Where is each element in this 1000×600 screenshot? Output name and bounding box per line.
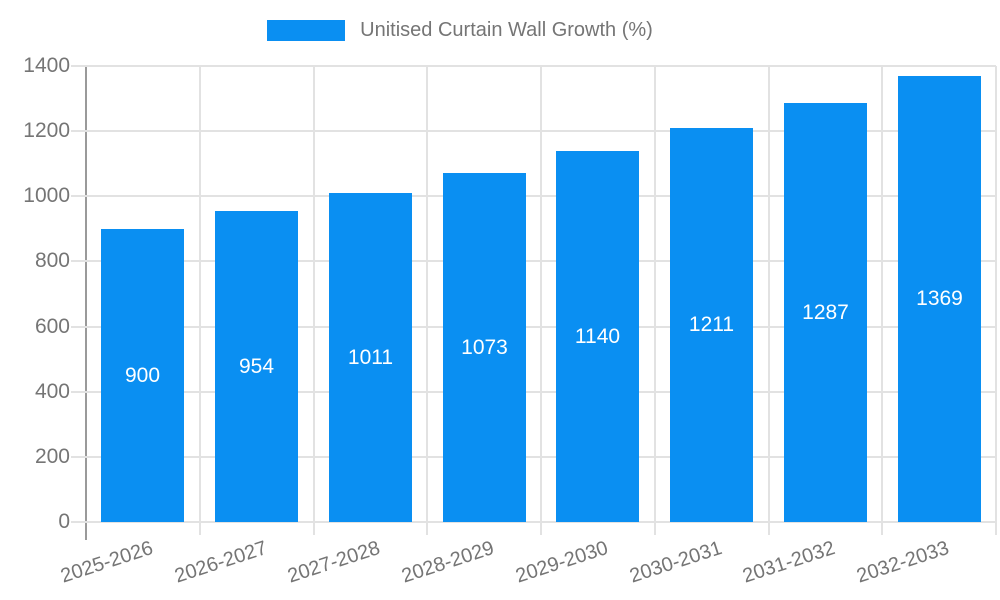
y-axis-tick-label: 400 xyxy=(34,379,70,403)
x-axis-tick-label: 2032-2033 xyxy=(854,537,952,588)
x-axis-tick xyxy=(881,522,884,535)
gridline-vertical xyxy=(881,66,884,522)
bar-value-label: 1211 xyxy=(688,313,735,336)
x-axis-tick-label: 2030-2031 xyxy=(627,537,725,588)
x-axis-tick xyxy=(767,522,770,535)
x-axis-tick xyxy=(995,522,997,535)
x-axis-tick xyxy=(653,522,656,535)
y-axis-tick-label: 1000 xyxy=(23,184,70,208)
bar-value-label: 1073 xyxy=(461,335,508,359)
bar-value-label: 1011 xyxy=(347,345,394,369)
bar: 900 xyxy=(101,229,184,522)
x-axis-tick xyxy=(198,522,201,535)
bar-value-label: 954 xyxy=(238,354,275,378)
x-axis-tick-label: 2029-2030 xyxy=(513,537,611,588)
gridline-vertical xyxy=(653,66,656,522)
bar-value-label: 900 xyxy=(124,363,161,387)
y-axis-line xyxy=(85,66,87,540)
y-axis-tick-label: 1200 xyxy=(23,119,70,143)
bar: 1073 xyxy=(443,173,526,522)
bar-value-label: 1287 xyxy=(802,300,849,324)
y-axis-tick xyxy=(71,260,86,263)
x-axis-tick-label: 2031-2032 xyxy=(740,537,838,588)
bar: 1140 xyxy=(556,151,639,522)
bar: 1211 xyxy=(670,128,753,522)
bar-value-label: 1140 xyxy=(574,324,621,348)
y-axis-tick xyxy=(71,195,86,198)
x-axis-tick-label: 2028-2029 xyxy=(399,537,497,588)
gridline-vertical xyxy=(312,66,315,522)
legend-swatch xyxy=(267,20,346,41)
gridline-vertical xyxy=(198,66,201,522)
y-axis-tick xyxy=(71,65,86,67)
x-axis-tick xyxy=(312,522,315,535)
y-axis-tick-label: 200 xyxy=(34,444,70,468)
bar: 1287 xyxy=(784,103,867,522)
legend-label: Unitised Curtain Wall Growth (%) xyxy=(360,19,653,41)
y-axis-tick xyxy=(71,390,86,393)
y-axis-tick-label: 600 xyxy=(34,314,70,338)
x-axis-tick-label: 2027-2028 xyxy=(285,537,383,588)
y-axis-tick xyxy=(71,325,86,328)
y-axis-tick xyxy=(71,521,86,523)
x-axis-tick-label: 2026-2027 xyxy=(172,537,270,588)
x-axis-tick-label: 2025-2026 xyxy=(58,537,156,588)
bar-value-label: 1369 xyxy=(916,287,963,310)
gridline-vertical xyxy=(426,66,429,522)
y-axis-tick-label: 800 xyxy=(34,249,70,273)
y-axis-tick-label: 1400 xyxy=(23,54,70,77)
y-axis-tick xyxy=(71,455,86,458)
gridline-vertical xyxy=(767,66,770,522)
plot-area: 900 954 1011 1073 1140 1211 1287 1369 xyxy=(71,65,997,540)
bar: 1369 xyxy=(898,76,981,522)
y-axis-tick-label: 0 xyxy=(58,510,70,533)
bar: 1011 xyxy=(329,193,412,522)
gridline-vertical xyxy=(995,66,997,522)
x-axis-tick xyxy=(426,522,429,535)
bar: 954 xyxy=(215,211,298,522)
x-axis-tick xyxy=(540,522,542,535)
y-axis-tick xyxy=(71,130,86,133)
gridline-vertical xyxy=(540,66,542,522)
legend: Unitised Curtain Wall Growth (%) xyxy=(0,19,960,42)
